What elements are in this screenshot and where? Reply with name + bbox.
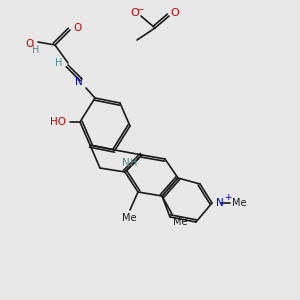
Text: O: O <box>74 23 82 33</box>
Text: Me: Me <box>173 217 187 227</box>
Text: O: O <box>171 8 179 18</box>
Text: O: O <box>130 8 140 18</box>
Text: −: − <box>136 4 144 14</box>
Text: N: N <box>216 198 224 208</box>
Text: H: H <box>32 45 40 55</box>
Text: O: O <box>25 39 33 49</box>
Text: Me: Me <box>122 213 136 223</box>
Text: H: H <box>55 58 63 68</box>
Text: H: H <box>130 158 138 168</box>
Text: N: N <box>75 77 83 87</box>
Text: Me: Me <box>232 198 246 208</box>
Text: +: + <box>224 194 232 202</box>
Text: HO: HO <box>50 117 66 127</box>
Text: N: N <box>122 158 130 168</box>
